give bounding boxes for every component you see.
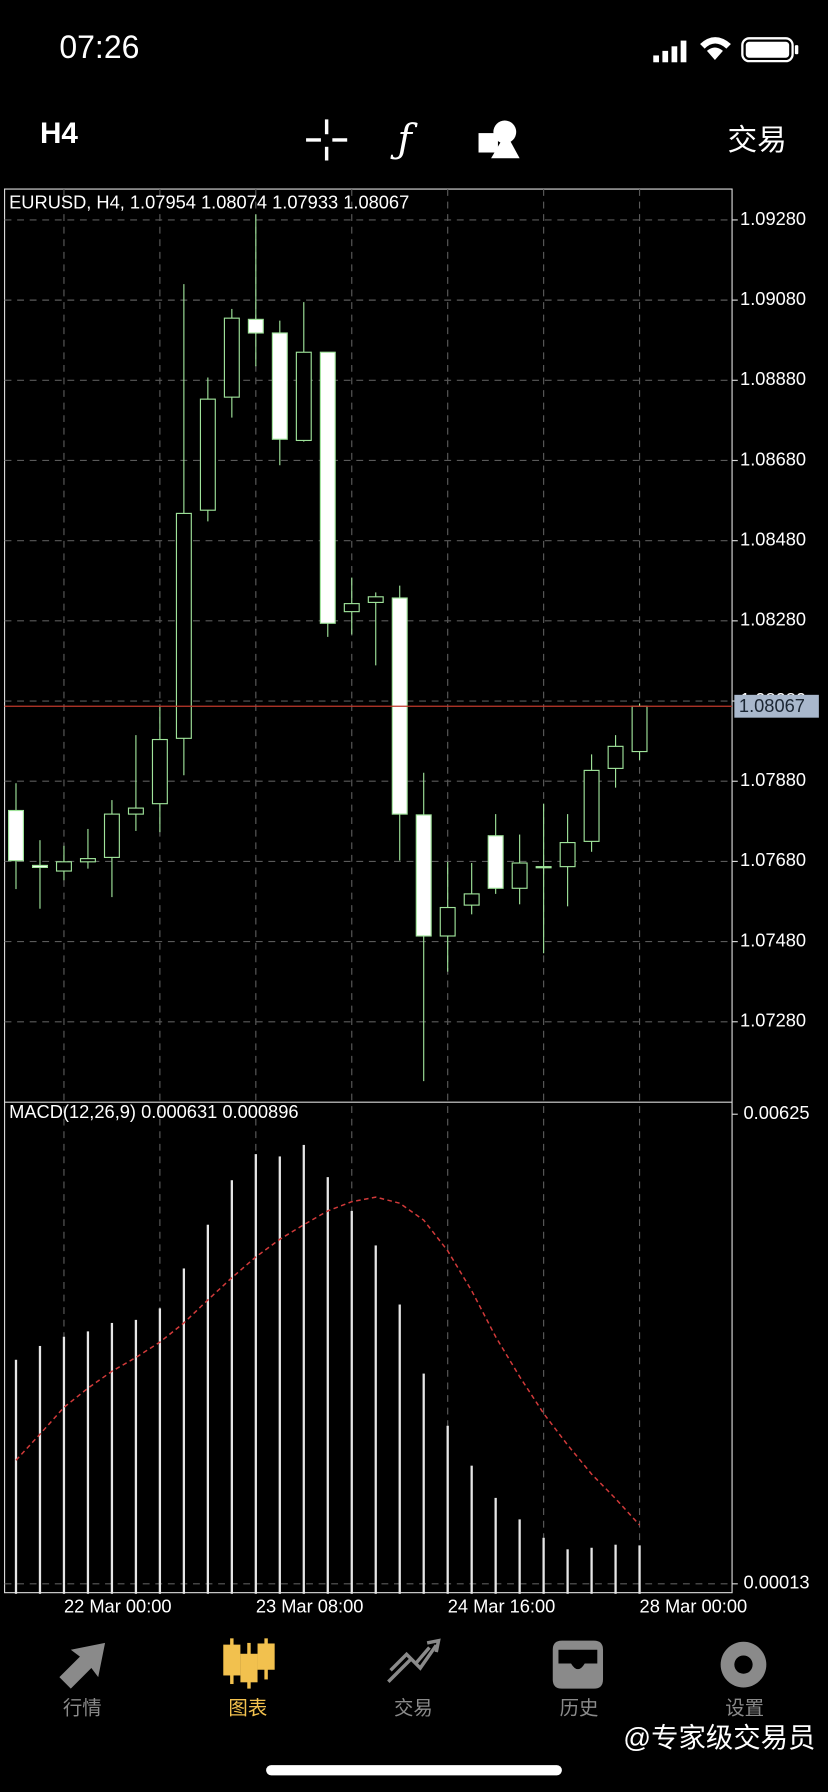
tab-label[interactable]: 行情: [63, 1697, 102, 1719]
timeframe[interactable]: H4: [40, 117, 78, 150]
tab-label[interactable]: 设置: [725, 1697, 764, 1719]
objects-icon[interactable]: [478, 120, 520, 159]
x-tick-label: 28 Mar 00:00: [640, 1595, 748, 1616]
tab-icons: [59, 1638, 767, 1689]
macd-bar: [590, 1547, 593, 1594]
chart-frame: [3, 188, 733, 1594]
y-tick-label: 1.08680: [740, 448, 806, 469]
last-price-box: [734, 694, 819, 718]
macd-title: MACD(12,26,9) 0.000631 0.000896: [9, 1101, 298, 1122]
x-tick-label: 22 Mar 00:00: [64, 1595, 172, 1616]
macd-bar: [230, 1180, 233, 1594]
macd-bar: [302, 1144, 305, 1594]
candle-body: [79, 858, 96, 863]
y-tick-label: 0.00625: [743, 1102, 809, 1123]
status-icons: [653, 37, 799, 63]
candle-body: [247, 318, 264, 334]
candle-body: [607, 745, 624, 769]
y-tick-label: 1.07880: [740, 769, 806, 790]
macd-bar: [110, 1322, 114, 1594]
candle-body: [415, 814, 432, 937]
candle-body: [511, 862, 528, 889]
candle-body: [199, 398, 216, 511]
x-tick-label: 23 Mar 08:00: [256, 1595, 364, 1616]
macd-bar: [158, 1308, 162, 1594]
tab-bar: 行情 图表 交易 历史 设置: [63, 1697, 764, 1719]
macd-bar: [38, 1345, 42, 1594]
y-tick-label: 1.08480: [740, 529, 806, 550]
macd-bar: [614, 1544, 617, 1594]
y-tick-label: 0.00013: [743, 1572, 809, 1593]
candle-body: [175, 512, 192, 739]
macd-bar: [350, 1210, 353, 1594]
tab-label[interactable]: 图表: [228, 1697, 267, 1719]
macd-bar: [326, 1177, 329, 1594]
macd-bar: [134, 1319, 138, 1594]
macd-bar: [182, 1268, 186, 1594]
candle-body: [559, 842, 576, 868]
candle-body: [151, 738, 168, 805]
candle-body: [295, 351, 312, 442]
y-tick-label: 1.08880: [740, 368, 806, 389]
macd-bar: [278, 1156, 281, 1594]
macd-bar: [446, 1425, 449, 1594]
macd-bar: [470, 1465, 473, 1594]
candle-body: [487, 835, 504, 889]
candle-body: [319, 351, 336, 624]
candle-body: [127, 807, 144, 815]
candle-body: [271, 332, 288, 440]
macd-bar: [14, 1359, 18, 1594]
signal-line: [15, 1196, 641, 1526]
y-tick-label: 1.07680: [740, 849, 806, 870]
macd-bar: [398, 1304, 401, 1594]
macd-bar: [542, 1537, 545, 1594]
candle-body: [7, 809, 24, 862]
plot: [4, 189, 738, 1594]
crosshair-icon[interactable]: [306, 119, 348, 161]
x-tick-label: 24 Mar 16:00: [448, 1595, 556, 1616]
y-tick-label: 1.09080: [740, 288, 806, 309]
candle-body: [463, 893, 480, 906]
macd-bar: [374, 1245, 377, 1594]
y-tick-label: 1.07480: [740, 929, 806, 950]
candle-body: [55, 861, 72, 872]
tab-label[interactable]: 历史: [560, 1697, 599, 1719]
candle-body: [583, 769, 600, 842]
y-tick-label: 1.07280: [740, 1010, 806, 1031]
y-tick-label: 1.09280: [740, 208, 806, 229]
macd-bar: [254, 1154, 257, 1594]
candle-body: [103, 813, 120, 858]
status-time: 07:26: [59, 29, 139, 65]
macd-bar: [422, 1373, 425, 1594]
tab-label[interactable]: 交易: [394, 1697, 433, 1719]
candle-body: [343, 603, 360, 613]
trade-button[interactable]: 交易: [728, 124, 787, 157]
watermark: @专家级交易员: [623, 1722, 815, 1753]
macd-bar: [86, 1331, 90, 1594]
last-price-label: 1.08067: [739, 695, 805, 716]
macd-bar: [638, 1545, 641, 1594]
candle-body: [367, 596, 384, 603]
candle-body: [631, 705, 648, 753]
macd-bar: [494, 1497, 497, 1594]
candle-body: [223, 317, 240, 398]
macd-bar: [566, 1549, 569, 1594]
candle-body: [31, 864, 48, 869]
chart-title: EURUSD, H4, 1.07954 1.08074 1.07933 1.08…: [9, 192, 409, 213]
macd-bar: [62, 1336, 66, 1594]
candle-body: [439, 906, 456, 937]
y-tick-label: 1.08280: [740, 609, 806, 630]
candle-body: [535, 866, 552, 869]
macd-bar: [206, 1224, 209, 1594]
macd-bar: [518, 1519, 521, 1594]
home-indicator: [266, 1765, 562, 1776]
